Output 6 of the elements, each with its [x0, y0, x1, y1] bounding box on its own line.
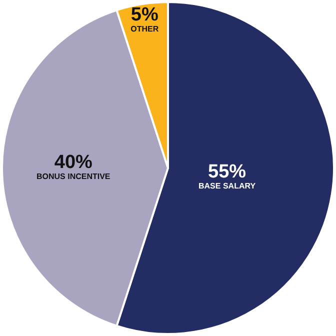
slice-label: OTHER [130, 24, 159, 34]
data-label: 5% [130, 4, 158, 26]
slice-label: BASE SALARY [198, 181, 256, 190]
data-label: 40% [54, 152, 92, 173]
slice-label: BONUS INCENTIVE [36, 172, 111, 181]
data-label: 55% [208, 161, 246, 182]
